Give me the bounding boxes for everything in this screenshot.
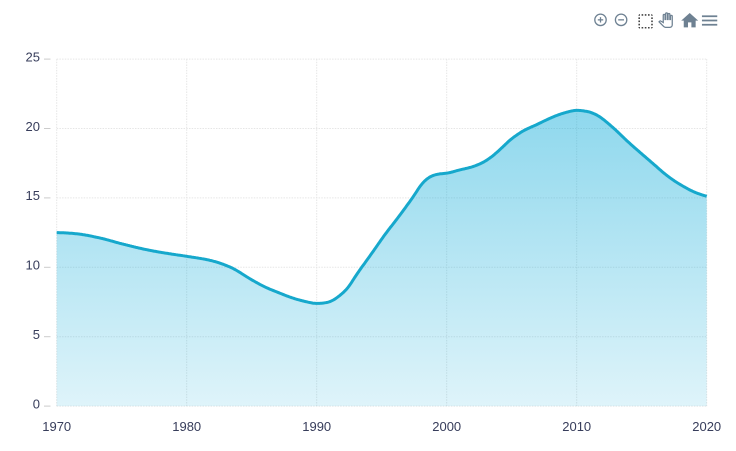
svg-text:1990: 1990 (302, 419, 331, 434)
svg-text:1970: 1970 (42, 419, 71, 434)
svg-text:20: 20 (26, 119, 40, 134)
svg-text:1980: 1980 (172, 419, 201, 434)
svg-text:2010: 2010 (562, 419, 591, 434)
svg-text:15: 15 (26, 188, 40, 203)
svg-text:5: 5 (33, 327, 40, 342)
svg-text:25: 25 (26, 49, 40, 64)
svg-text:2020: 2020 (692, 419, 721, 434)
svg-text:2000: 2000 (432, 419, 461, 434)
svg-text:10: 10 (26, 258, 40, 273)
svg-text:0: 0 (33, 396, 40, 411)
